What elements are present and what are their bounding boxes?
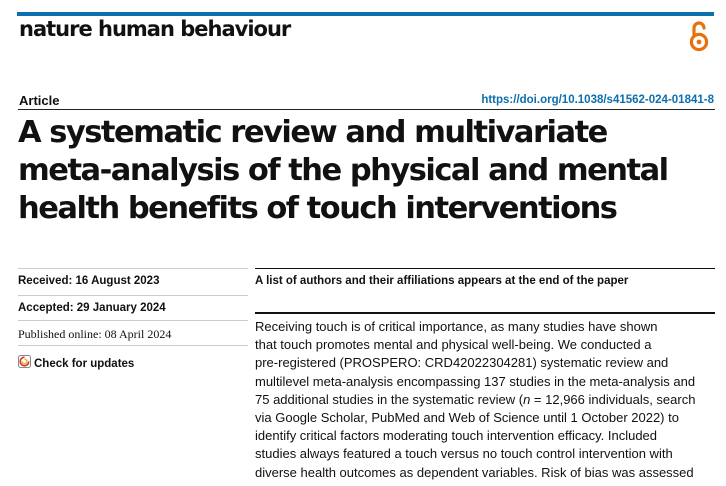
title-line: health benefits of touch interventions <box>18 191 618 226</box>
article-title: A systematic review and multivariate met… <box>18 114 718 228</box>
accepted-date: Accepted: 29 January 2024 <box>18 295 248 314</box>
abstract-line: 75 additional studies in the systematic … <box>255 391 696 407</box>
abstract: Receiving touch is of critical importanc… <box>255 318 715 482</box>
doi-link[interactable]: https://doi.org/10.1038/s41562-024-01841… <box>481 94 714 106</box>
abstract-line: that touch promotes mental and physical … <box>255 337 652 353</box>
check-updates-row: Check for updates <box>18 345 248 370</box>
check-updates-icon <box>18 354 31 368</box>
abstract-line: Receiving touch is of critical importanc… <box>255 319 658 334</box>
article-type: Article <box>19 93 60 108</box>
received-date: Received: 16 August 2023 <box>18 268 248 287</box>
published-date: Published online: 08 April 2024 <box>18 320 248 342</box>
affiliations-note: A list of authors and their affiliations… <box>255 268 715 287</box>
abstract-line: via Google Scholar, PubMed and Web of Sc… <box>255 410 679 426</box>
title-line: meta-analysis of the physical and mental <box>18 153 669 188</box>
journal-top-bar <box>17 12 714 16</box>
abstract-line: studies always featured a touch versus n… <box>255 446 673 462</box>
header-divider <box>18 109 715 110</box>
abstract-line: diverse health outcomes as dependent var… <box>255 464 694 480</box>
title-line: A systematic review and multivariate <box>18 115 608 150</box>
open-access-icon <box>689 21 709 52</box>
abstract-line: multilevel meta-analysis encompassing 13… <box>255 373 696 389</box>
check-for-updates-button[interactable]: Check for updates <box>18 346 248 370</box>
abstract-line: pre-registered (PROSPERO: CRD42022304281… <box>255 355 669 371</box>
abstract-line: identify critical factors moderating tou… <box>255 428 658 444</box>
journal-name[interactable]: nature human behaviour <box>19 17 291 41</box>
abstract-divider <box>255 312 715 314</box>
check-updates-label: Check for updates <box>34 358 135 370</box>
